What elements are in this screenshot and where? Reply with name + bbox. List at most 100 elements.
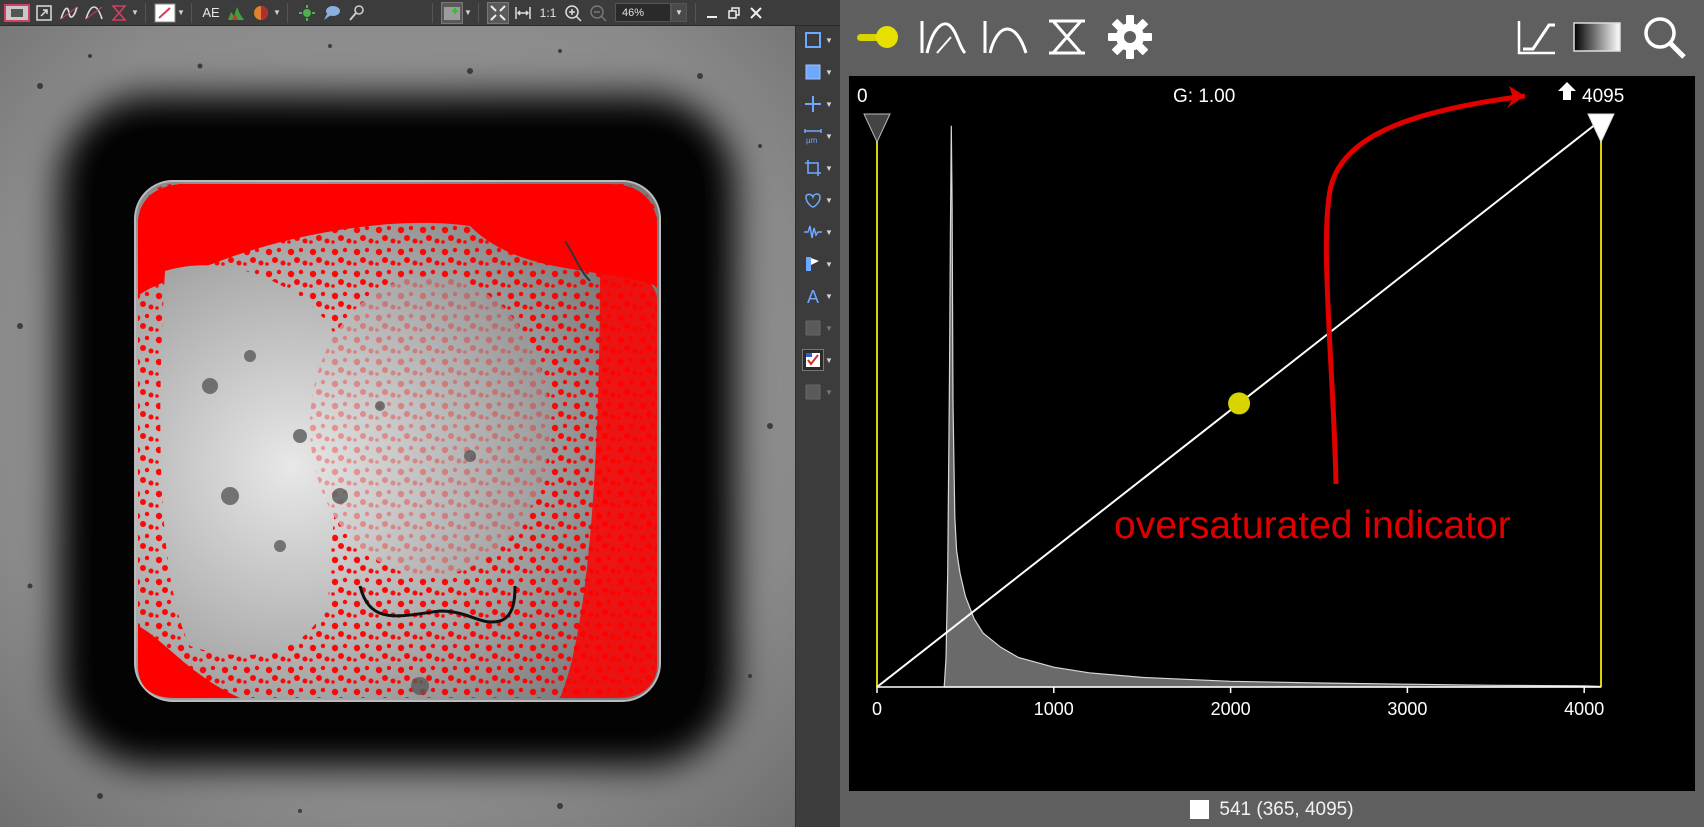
linear-curve-button[interactable] [1513,12,1561,62]
gradient-lut-button[interactable] [1571,12,1625,62]
settings-button[interactable] [1105,12,1155,62]
hourglass-icon [111,4,127,21]
zoom-level-dropdown[interactable]: ▼ [671,3,687,22]
freehand-icon [805,193,821,208]
expand-arrow-icon [36,4,52,21]
flag-tool-button[interactable]: ▼ [802,250,838,278]
actual-size-button[interactable]: 1:1 [539,5,557,20]
add-view-dropdown[interactable]: ▼ [464,8,472,17]
toolbar-divider [695,2,696,23]
color-lut-button[interactable] [154,2,176,24]
toolbar-divider [191,2,192,23]
crop-tool-button[interactable]: ▼ [802,154,838,182]
viewer-toolbar: ▼ ▼ AE ▼ [0,0,840,26]
highlight-toggle-button[interactable] [853,12,903,62]
zoom-in-button[interactable] [562,2,584,24]
svg-text:A: A [807,287,819,306]
probe-button[interactable] [346,2,368,24]
region-fill-tool-button[interactable]: ▼ [802,58,838,86]
color-lut-dropdown[interactable]: ▼ [177,8,185,17]
zoom-out-icon [590,4,607,22]
image-viewer: ▼ ▼ AE ▼ [0,0,840,827]
histogram-area [943,125,1602,688]
microscopy-image[interactable] [0,26,795,827]
toggle-knob-icon [857,26,898,48]
oversaturated-annotation: oversaturated indicator [1114,504,1511,547]
pixel-readout: 541 (365, 4095) [1219,798,1354,820]
fit-to-window-button[interactable] [487,1,509,24]
histogram-plot-area[interactable]: 0 G: 1.00 4095 0 1000 2000 3000 4000 oversat… [849,76,1695,791]
gradient-bar-icon [1573,22,1621,52]
toolbar-divider [478,2,479,23]
toolbar-divider [287,2,288,23]
move-arrows-icon [299,4,315,21]
text-a-icon: A [807,287,819,306]
zoom-out-button[interactable] [587,2,609,24]
oversaturation-up-arrow-icon [1558,82,1576,100]
white-point-handle[interactable] [1587,113,1615,144]
x-tick-label: 4000 [1564,699,1604,719]
measure-tool-button[interactable]: µm ▼ [802,122,838,150]
pixel-color-swatch [1190,800,1210,819]
text-tool-button[interactable]: A ▼ [802,282,838,310]
viewer-side-toolbar: ▼ ▼ ▼ µm ▼ ▼ ▼ ▼ ▼ A ▼ [795,26,840,827]
add-view-button[interactable] [441,1,463,24]
hourglass-icon [1049,19,1085,55]
waveform-icon [804,225,822,239]
zoom-level-field[interactable]: 46% [615,3,671,22]
histogram-chart[interactable]: 0 G: 1.00 4095 0 1000 2000 3000 4000 oversat… [849,76,1695,791]
lut-panel: 0 G: 1.00 4095 0 1000 2000 3000 4000 oversat… [840,0,1704,827]
magnifier-icon [1644,17,1686,59]
disabled-tool-button-2[interactable]: ▼ [802,378,838,406]
close-icon [750,6,762,19]
curve-mode-button[interactable] [916,12,970,62]
histogram-layer [943,125,1602,688]
crop-icon [805,160,821,176]
zoom-histogram-button[interactable] [1637,12,1691,62]
toolbar-divider [432,2,433,23]
channel-button[interactable] [250,2,272,24]
rectangle-icon [805,32,821,48]
curve-button[interactable] [58,2,80,24]
linear-graph-icon [1517,21,1555,55]
lut-mode-dropdown[interactable]: ▼ [131,8,139,17]
disabled-tool-button-1[interactable]: ▼ [802,314,838,342]
auto-contrast-button[interactable] [33,2,55,24]
magnifier-probe-icon [349,4,364,21]
lut-swatch-icon [154,3,176,22]
on-toggle-icon [4,3,30,22]
inverse-mode-button[interactable] [1042,12,1092,62]
annotation-arrow [1323,93,1526,485]
black-point-handle[interactable] [863,113,891,144]
minimize-button[interactable] [701,2,723,24]
crosshair-icon [805,96,821,112]
move-button[interactable] [296,2,318,24]
fit-width-button[interactable] [512,2,534,24]
hourglass-button[interactable] [108,2,130,24]
auto-exposure-button[interactable]: AE [202,5,220,20]
image-canvas[interactable] [0,26,795,827]
filled-region-icon [805,64,821,80]
restore-button[interactable] [723,2,745,24]
gamma-midpoint-handle[interactable] [1228,392,1251,415]
profile-tool-button[interactable]: ▼ [802,218,838,246]
checklist-tool-button[interactable]: ▼ [802,346,838,374]
checklist-icon [806,353,820,367]
gear-icon [1108,15,1152,59]
lut-curve-layer [863,113,1615,688]
annotation-button[interactable] [321,2,343,24]
overlay-toggle-button[interactable] [4,2,30,24]
crosshair-tool-button[interactable]: ▼ [802,90,838,118]
white-point-value: 4095 [1582,86,1624,107]
freehand-tool-button[interactable]: ▼ [802,186,838,214]
rectangle-tool-button[interactable]: ▼ [802,26,838,54]
histogram-color-button[interactable] [225,2,247,24]
bell-curve-icon [983,21,1028,54]
gamma-mode-button[interactable] [979,12,1033,62]
channel-dropdown[interactable]: ▼ [273,8,281,17]
gamma-button[interactable] [83,2,105,24]
add-view-icon [444,6,460,20]
fit-width-icon [515,6,531,19]
close-button[interactable] [745,2,767,24]
flag-icon [806,257,819,271]
